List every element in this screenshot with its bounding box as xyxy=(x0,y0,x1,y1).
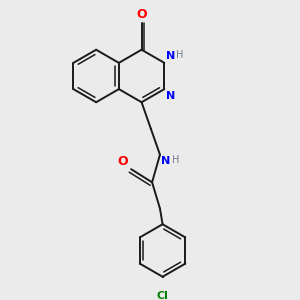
Text: O: O xyxy=(136,8,147,21)
Text: N: N xyxy=(161,156,171,166)
Text: Cl: Cl xyxy=(157,291,169,300)
Text: N: N xyxy=(166,91,175,101)
Text: O: O xyxy=(118,155,128,168)
Text: H: H xyxy=(172,155,179,165)
Text: N: N xyxy=(166,51,175,61)
Text: H: H xyxy=(176,50,183,59)
